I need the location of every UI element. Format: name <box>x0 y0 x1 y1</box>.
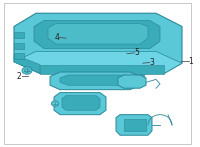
Polygon shape <box>14 54 40 74</box>
Polygon shape <box>62 96 100 110</box>
Polygon shape <box>136 74 144 78</box>
Polygon shape <box>40 65 164 74</box>
Circle shape <box>51 101 59 106</box>
Text: 3: 3 <box>150 58 154 67</box>
Text: 4: 4 <box>55 33 59 42</box>
Polygon shape <box>14 51 182 74</box>
Text: 1: 1 <box>189 56 193 66</box>
Polygon shape <box>14 53 24 59</box>
Polygon shape <box>14 13 182 74</box>
Polygon shape <box>14 32 24 38</box>
Text: 2: 2 <box>17 72 21 81</box>
Circle shape <box>22 67 32 74</box>
Polygon shape <box>116 74 124 78</box>
Polygon shape <box>48 24 148 44</box>
Polygon shape <box>118 75 146 88</box>
Polygon shape <box>14 43 24 49</box>
Polygon shape <box>34 21 160 49</box>
Polygon shape <box>124 119 146 131</box>
Polygon shape <box>96 74 104 78</box>
Polygon shape <box>54 93 106 115</box>
Text: 5: 5 <box>135 48 139 57</box>
Polygon shape <box>116 115 152 135</box>
Polygon shape <box>76 74 84 78</box>
Polygon shape <box>60 75 134 85</box>
Polygon shape <box>56 74 64 78</box>
Polygon shape <box>50 72 140 90</box>
